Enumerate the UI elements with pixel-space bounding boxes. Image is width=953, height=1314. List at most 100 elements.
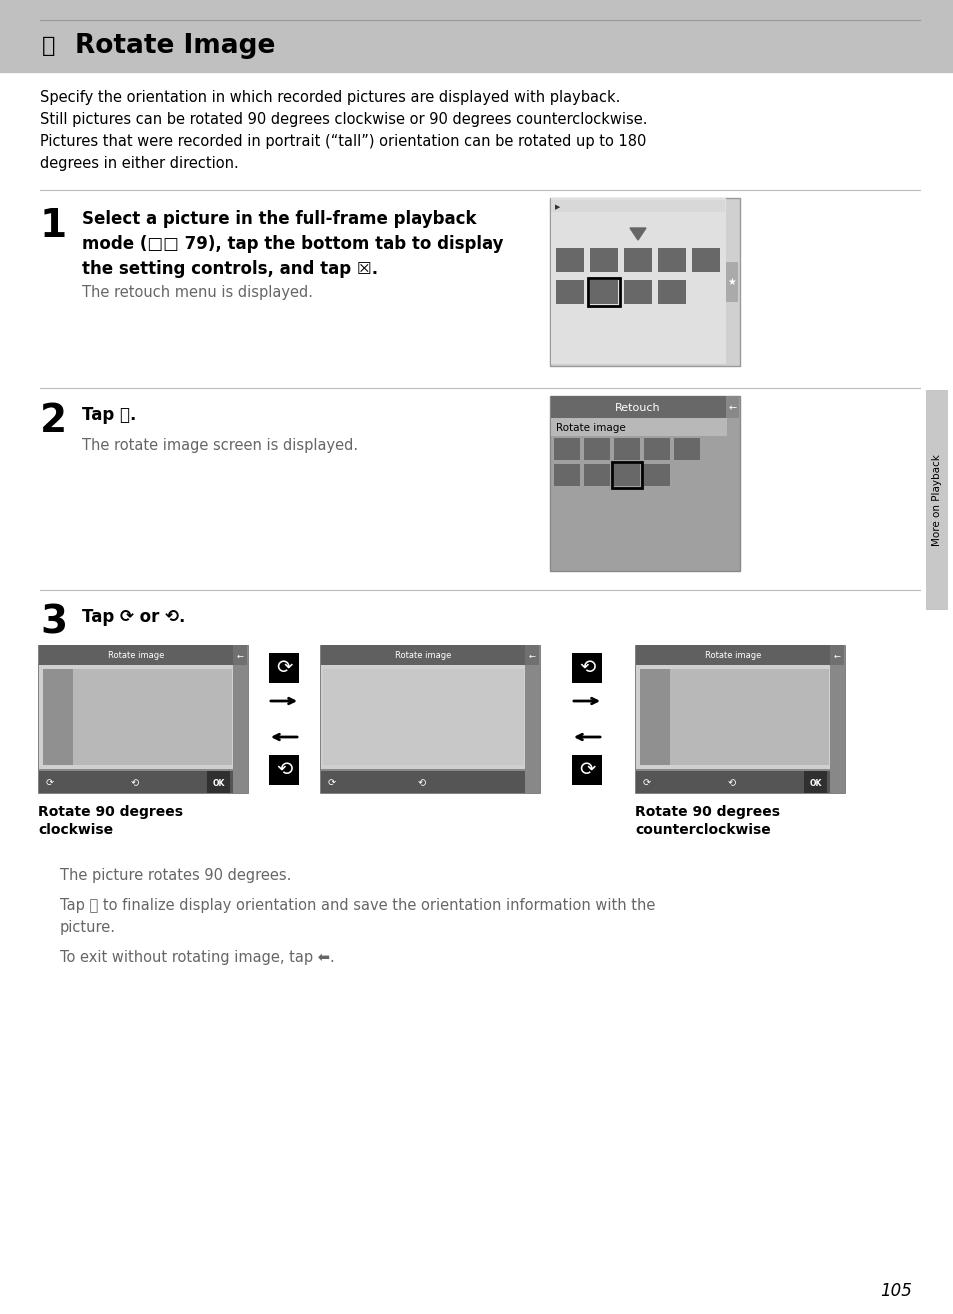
- Bar: [320, 771, 524, 794]
- Text: ▶: ▶: [555, 204, 559, 210]
- Bar: [38, 645, 248, 794]
- Text: ⟳: ⟳: [275, 658, 292, 678]
- Bar: [73, 669, 232, 765]
- Bar: [623, 248, 651, 272]
- Bar: [673, 438, 700, 460]
- Polygon shape: [629, 229, 645, 240]
- Text: ⟲: ⟲: [727, 778, 736, 788]
- Text: The picture rotates 90 degrees.: The picture rotates 90 degrees.: [60, 869, 291, 883]
- Bar: [233, 645, 247, 665]
- Text: Rotate image: Rotate image: [108, 652, 164, 661]
- Bar: [925, 390, 947, 610]
- Text: ←: ←: [833, 652, 840, 661]
- Bar: [556, 280, 583, 304]
- Bar: [43, 669, 98, 765]
- Bar: [0, 0, 953, 72]
- Bar: [803, 771, 826, 794]
- Text: Pictures that were recorded in portrait (“tall”) orientation can be rotated up t: Pictures that were recorded in portrait …: [40, 134, 646, 148]
- Text: OK: OK: [213, 778, 225, 787]
- Text: the setting controls, and tap ☒.: the setting controls, and tap ☒.: [82, 260, 377, 279]
- Text: ⟲: ⟲: [578, 658, 595, 678]
- Bar: [669, 669, 828, 765]
- Bar: [39, 771, 233, 794]
- Text: ⟳: ⟳: [46, 778, 54, 788]
- Bar: [269, 653, 298, 683]
- Bar: [550, 396, 740, 572]
- Bar: [639, 669, 695, 765]
- Bar: [551, 198, 725, 364]
- Bar: [39, 665, 233, 769]
- Text: Tap ⟳ or ⟲.: Tap ⟳ or ⟲.: [82, 608, 185, 625]
- Bar: [658, 280, 685, 304]
- Bar: [269, 756, 298, 784]
- Bar: [551, 418, 726, 436]
- Text: Rotate image: Rotate image: [556, 423, 625, 434]
- Text: Rotate Image: Rotate Image: [75, 33, 275, 59]
- Bar: [635, 645, 844, 794]
- Text: Tap ⎘.: Tap ⎘.: [82, 406, 136, 424]
- Bar: [643, 464, 669, 486]
- Text: 3: 3: [40, 604, 67, 643]
- Bar: [207, 771, 230, 794]
- Bar: [572, 653, 601, 683]
- Bar: [643, 438, 669, 460]
- Text: More on Playback: More on Playback: [931, 455, 941, 545]
- Bar: [583, 438, 609, 460]
- Text: ⟳: ⟳: [578, 761, 595, 779]
- Text: ★: ★: [727, 277, 736, 286]
- Bar: [551, 396, 726, 418]
- Bar: [572, 756, 601, 784]
- Text: mode (□□ 79), tap the bottom tab to display: mode (□□ 79), tap the bottom tab to disp…: [82, 235, 503, 254]
- Text: Still pictures can be rotated 90 degrees clockwise or 90 degrees counterclockwis: Still pictures can be rotated 90 degrees…: [40, 112, 647, 127]
- Bar: [589, 280, 618, 304]
- Bar: [623, 280, 651, 304]
- Bar: [556, 248, 583, 272]
- Bar: [554, 464, 579, 486]
- Text: ←: ←: [528, 652, 535, 661]
- Text: 105: 105: [879, 1282, 911, 1300]
- Bar: [551, 200, 724, 212]
- Bar: [691, 248, 720, 272]
- Text: 2: 2: [40, 402, 67, 440]
- Bar: [583, 464, 609, 486]
- Text: Rotate 90 degrees
counterclockwise: Rotate 90 degrees counterclockwise: [635, 805, 780, 837]
- Bar: [589, 248, 618, 272]
- Bar: [614, 438, 639, 460]
- Text: To exit without rotating image, tap ⬅.: To exit without rotating image, tap ⬅.: [60, 950, 335, 964]
- Bar: [524, 645, 538, 665]
- Text: Retouch: Retouch: [615, 403, 660, 413]
- Bar: [43, 669, 98, 765]
- Text: ⎘: ⎘: [42, 35, 55, 57]
- Bar: [658, 248, 685, 272]
- Bar: [636, 771, 829, 794]
- Bar: [323, 669, 523, 765]
- Text: Tap ⓞ to finalize display orientation and save the orientation information with : Tap ⓞ to finalize display orientation an…: [60, 897, 655, 913]
- Text: The rotate image screen is displayed.: The rotate image screen is displayed.: [82, 438, 357, 453]
- Text: Rotate image: Rotate image: [395, 652, 451, 661]
- Text: ←: ←: [728, 403, 737, 413]
- Text: ⟳: ⟳: [642, 778, 650, 788]
- Bar: [639, 669, 695, 765]
- Text: ⟲: ⟲: [131, 778, 139, 788]
- Text: ←: ←: [236, 652, 243, 661]
- Bar: [636, 645, 829, 665]
- Bar: [319, 645, 539, 794]
- Text: picture.: picture.: [60, 920, 116, 936]
- Text: ⟲: ⟲: [275, 761, 292, 779]
- Bar: [39, 645, 233, 665]
- Text: Specify the orientation in which recorded pictures are displayed with playback.: Specify the orientation in which recorde…: [40, 89, 619, 105]
- Bar: [614, 464, 639, 486]
- Text: OK: OK: [809, 778, 821, 787]
- Text: Rotate image: Rotate image: [704, 652, 760, 661]
- Text: ⟲: ⟲: [417, 778, 426, 788]
- Bar: [554, 438, 579, 460]
- Text: degrees in either direction.: degrees in either direction.: [40, 156, 238, 171]
- Bar: [636, 665, 829, 769]
- Text: Select a picture in the full-frame playback: Select a picture in the full-frame playb…: [82, 210, 476, 229]
- Bar: [725, 261, 738, 302]
- Text: The retouch menu is displayed.: The retouch menu is displayed.: [82, 285, 313, 300]
- Bar: [612, 463, 641, 487]
- Text: ⟳: ⟳: [328, 778, 335, 788]
- Bar: [320, 665, 524, 769]
- Bar: [829, 645, 843, 665]
